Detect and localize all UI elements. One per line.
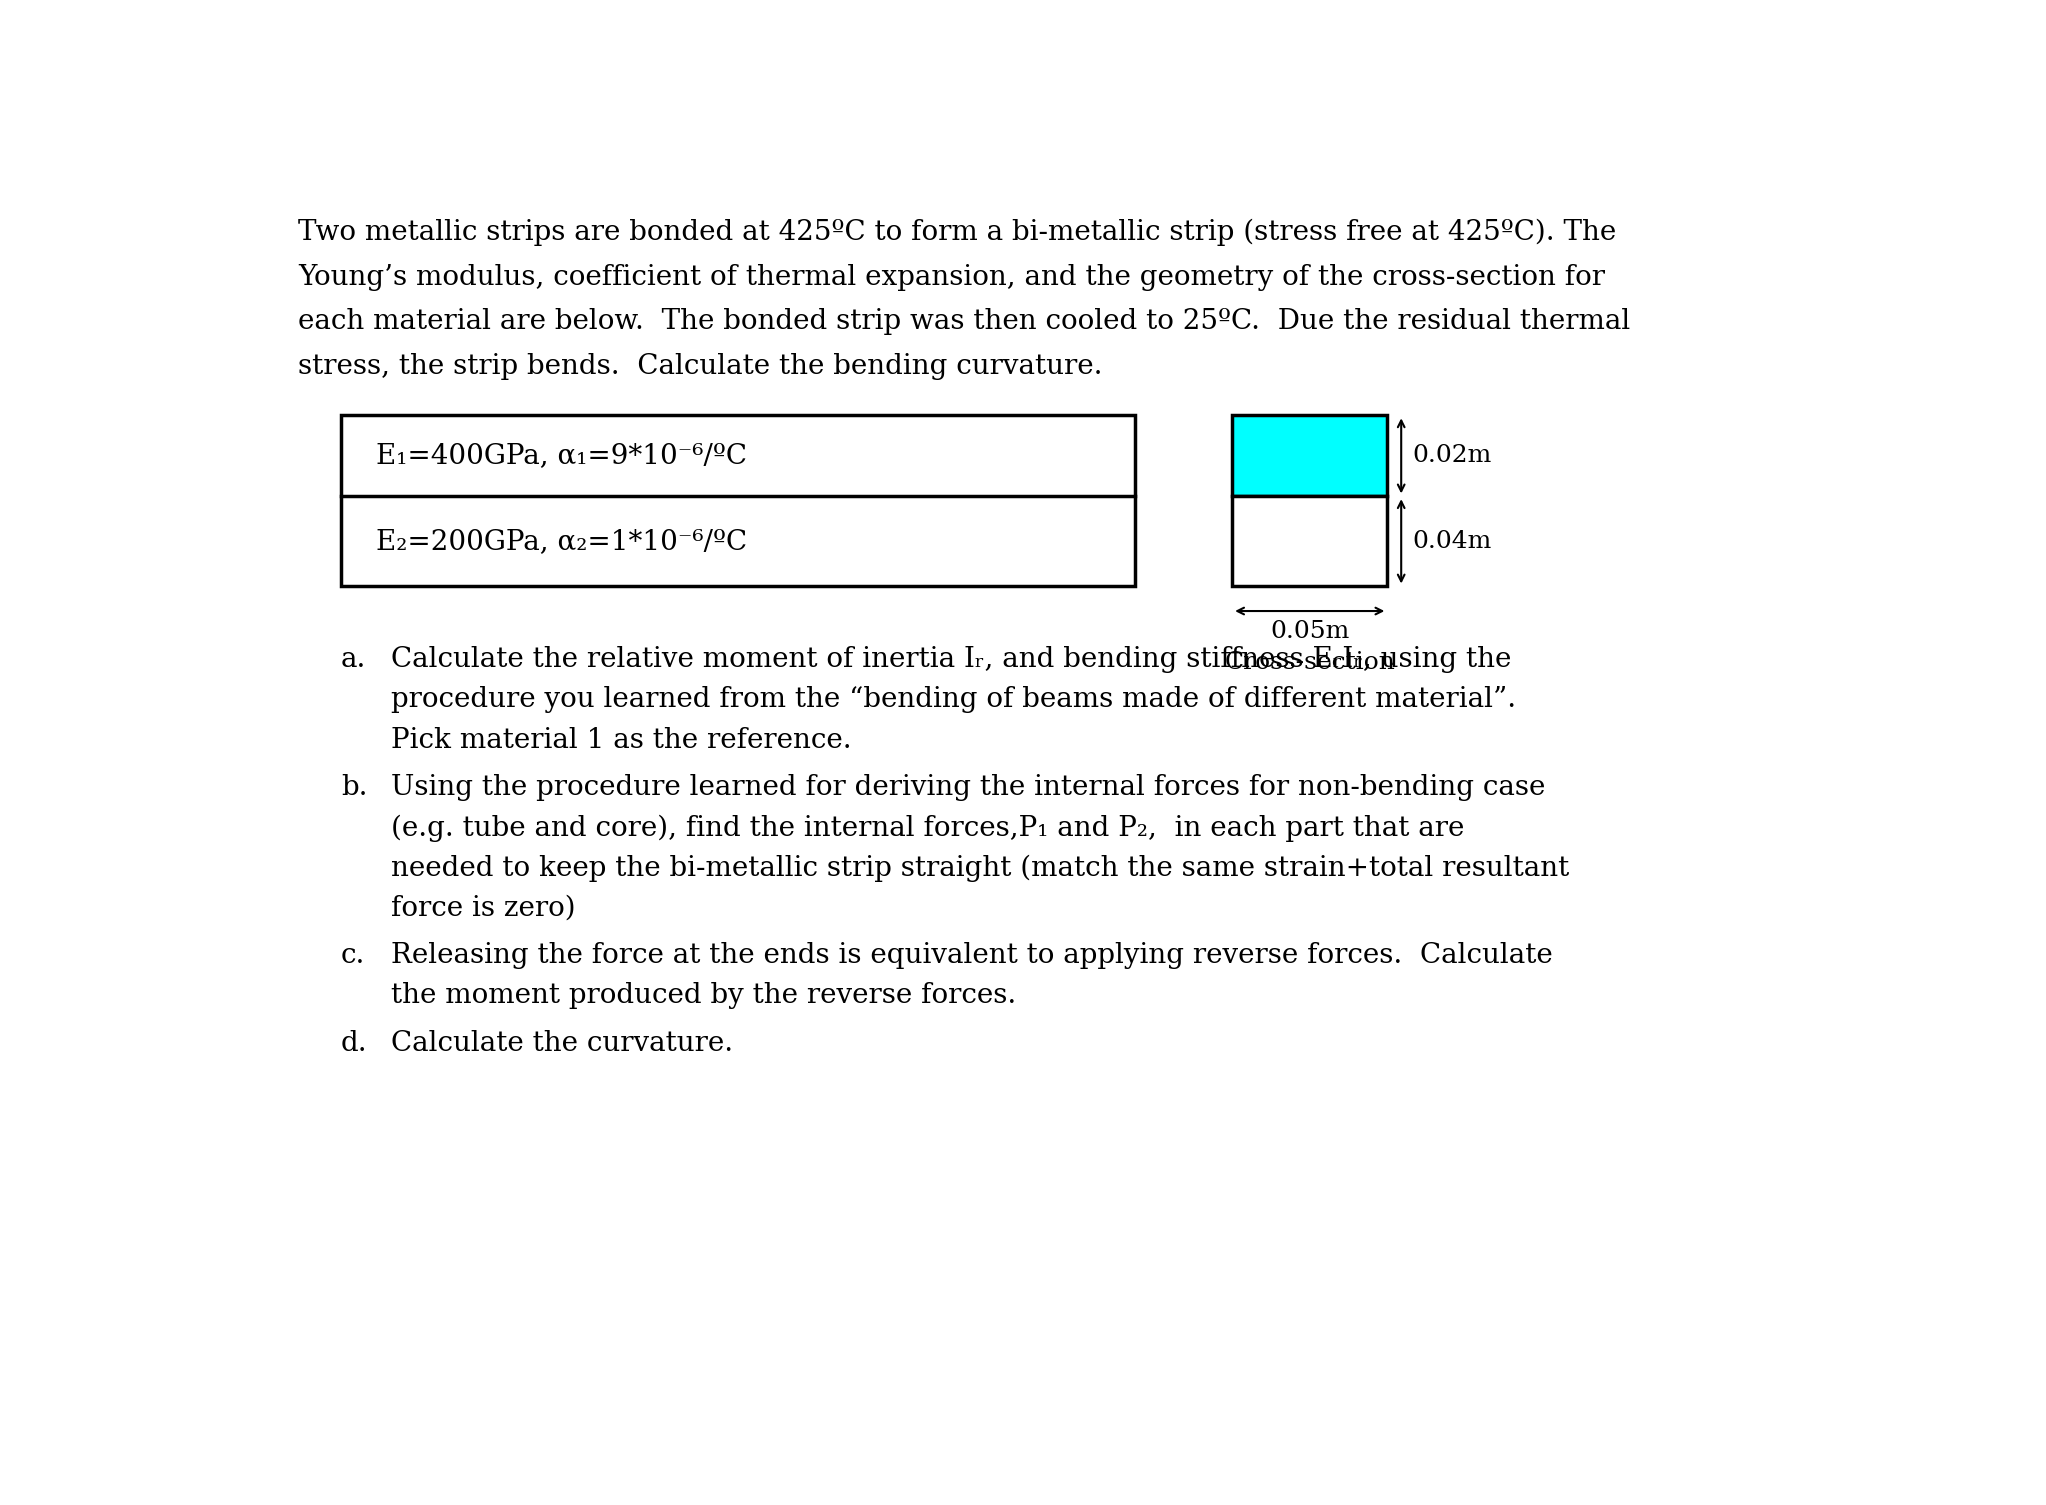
Text: E₁=400GPa, α₁=9*10⁻⁶/ºC: E₁=400GPa, α₁=9*10⁻⁶/ºC xyxy=(376,442,747,470)
Text: procedure you learned from the “bending of beams made of different material”.: procedure you learned from the “bending … xyxy=(391,686,1516,713)
Text: (e.g. tube and core), find the internal forces,P₁ and P₂,  in each part that are: (e.g. tube and core), find the internal … xyxy=(391,814,1465,841)
Text: Releasing the force at the ends is equivalent to applying reverse forces.  Calcu: Releasing the force at the ends is equiv… xyxy=(391,942,1553,969)
Text: a.: a. xyxy=(342,647,366,673)
Text: 0.05m: 0.05m xyxy=(1271,620,1350,643)
Text: Young’s modulus, coefficient of thermal expansion, and the geometry of the cross: Young’s modulus, coefficient of thermal … xyxy=(299,263,1606,290)
Text: Pick material 1 as the reference.: Pick material 1 as the reference. xyxy=(391,727,851,754)
Bar xyxy=(1232,497,1387,587)
Text: b.: b. xyxy=(342,774,368,801)
Text: 0.04m: 0.04m xyxy=(1414,530,1492,552)
Text: force is zero): force is zero) xyxy=(391,894,577,921)
Text: c.: c. xyxy=(342,942,366,969)
Text: each material are below.  The bonded strip was then cooled to 25ºC.  Due the res: each material are below. The bonded stri… xyxy=(299,309,1631,336)
Text: d.: d. xyxy=(342,1029,368,1057)
Text: Two metallic strips are bonded at 425ºC to form a bi-metallic strip (stress free: Two metallic strips are bonded at 425ºC … xyxy=(299,220,1616,247)
Text: 0.02m: 0.02m xyxy=(1414,444,1492,468)
Text: the moment produced by the reverse forces.: the moment produced by the reverse force… xyxy=(391,983,1017,1010)
Text: Cross-section: Cross-section xyxy=(1224,652,1395,674)
Text: Calculate the curvature.: Calculate the curvature. xyxy=(391,1029,735,1057)
Bar xyxy=(342,415,1136,587)
Text: stress, the strip bends.  Calculate the bending curvature.: stress, the strip bends. Calculate the b… xyxy=(299,354,1103,381)
Text: E₂=200GPa, α₂=1*10⁻⁶/ºC: E₂=200GPa, α₂=1*10⁻⁶/ºC xyxy=(376,528,747,555)
Text: Using the procedure learned for deriving the internal forces for non-bending cas: Using the procedure learned for deriving… xyxy=(391,774,1545,801)
Bar xyxy=(1232,415,1387,497)
Text: needed to keep the bi-metallic strip straight (match the same strain+total resul: needed to keep the bi-metallic strip str… xyxy=(391,855,1569,882)
Text: Calculate the relative moment of inertia Iᵣ, and bending stiffness EᵣIᵣ, using t: Calculate the relative moment of inertia… xyxy=(391,647,1512,673)
